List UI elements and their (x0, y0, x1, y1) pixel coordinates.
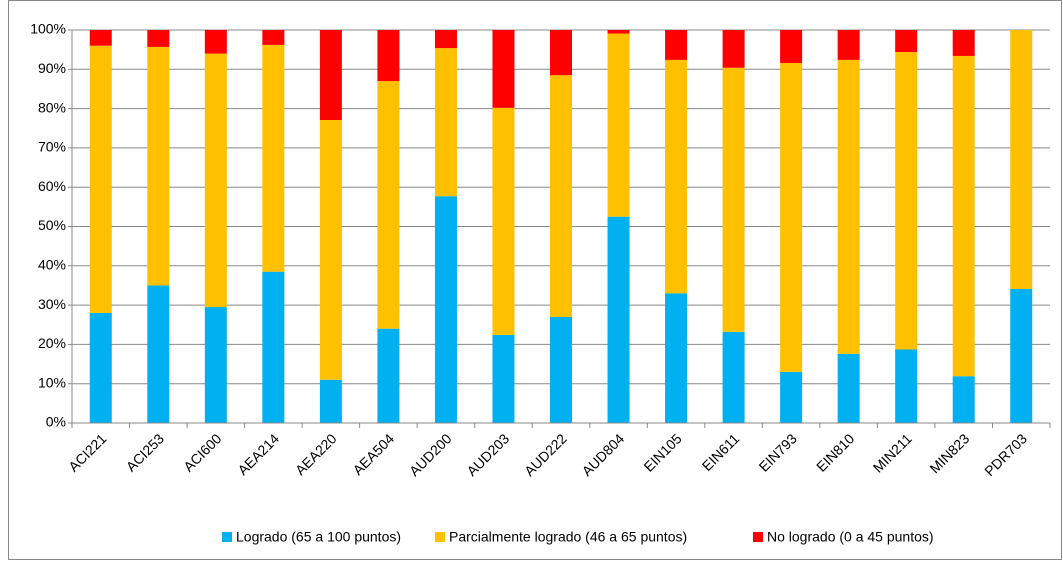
y-tick-label: 30% (38, 296, 66, 312)
bar-segment (434, 196, 457, 423)
bar-segment (262, 30, 285, 45)
bar-segment (665, 293, 688, 423)
bar-segment (492, 30, 515, 108)
bar-segment (952, 30, 975, 56)
bar-segment (262, 44, 285, 272)
legend-label: Logrado (65 a 100 puntos) (236, 529, 401, 545)
bar-segment (319, 119, 342, 380)
bar-segment (895, 30, 918, 53)
bar-segment (952, 55, 975, 377)
bar-segment (204, 30, 227, 54)
bar-segment (780, 30, 803, 64)
bar-segment (952, 376, 975, 423)
bar-segment (607, 30, 630, 34)
bar-segment (89, 30, 112, 46)
bar-segment (722, 67, 745, 332)
bar-segment (147, 30, 170, 47)
bar-segment (492, 334, 515, 423)
y-tick-label: 0% (46, 414, 66, 430)
bar-segment (204, 53, 227, 308)
bar-segment (550, 30, 572, 76)
legend-swatch (753, 532, 763, 542)
y-tick-label: 60% (38, 178, 66, 194)
bar-segment (492, 107, 515, 335)
legend-label: Parcialmente logrado (46 a 65 puntos) (449, 529, 687, 545)
y-tick-label: 40% (38, 257, 66, 273)
bar-segment (89, 312, 112, 423)
legend-swatch (222, 532, 232, 542)
bar-segment (434, 30, 457, 49)
bar-segment (722, 30, 745, 68)
y-tick-label: 90% (38, 60, 66, 76)
bar-segment (665, 30, 688, 60)
bar-segment (550, 316, 572, 423)
bar-segment (837, 353, 860, 423)
bar-segment (434, 48, 457, 197)
bar-segment (377, 30, 400, 82)
y-tick-label: 70% (38, 139, 66, 155)
bar-segment (780, 371, 803, 423)
y-tick-label: 10% (38, 374, 66, 390)
bar-segment (147, 285, 170, 423)
bar-segment (722, 331, 745, 423)
bar-segment (837, 30, 860, 60)
bar-segment (319, 379, 342, 423)
y-tick-label: 100% (30, 21, 66, 37)
y-tick-label: 50% (38, 217, 66, 233)
bar-segment (895, 52, 918, 350)
bar-segment (837, 59, 860, 354)
legend-label: No logrado (0 a 45 puntos) (767, 529, 934, 545)
bar-segment (319, 30, 342, 120)
bar-segment (262, 271, 285, 423)
y-tick-label: 20% (38, 335, 66, 351)
bar-segment (204, 307, 227, 423)
bar-segment (607, 216, 630, 423)
bar-segment (147, 46, 170, 286)
bar-segment (895, 349, 918, 423)
bar-segment (377, 328, 400, 423)
bar-segment (377, 81, 400, 329)
bar-segment (1010, 30, 1033, 289)
legend-swatch (435, 532, 445, 542)
y-tick-label: 80% (38, 99, 66, 115)
bar-segment (665, 59, 688, 294)
bar-segment (550, 75, 572, 317)
bar-segment (1010, 288, 1033, 423)
chart-frame (8, 0, 1062, 560)
bar-segment (607, 33, 630, 217)
bar-segment (780, 63, 803, 372)
bar-segment (89, 45, 112, 313)
